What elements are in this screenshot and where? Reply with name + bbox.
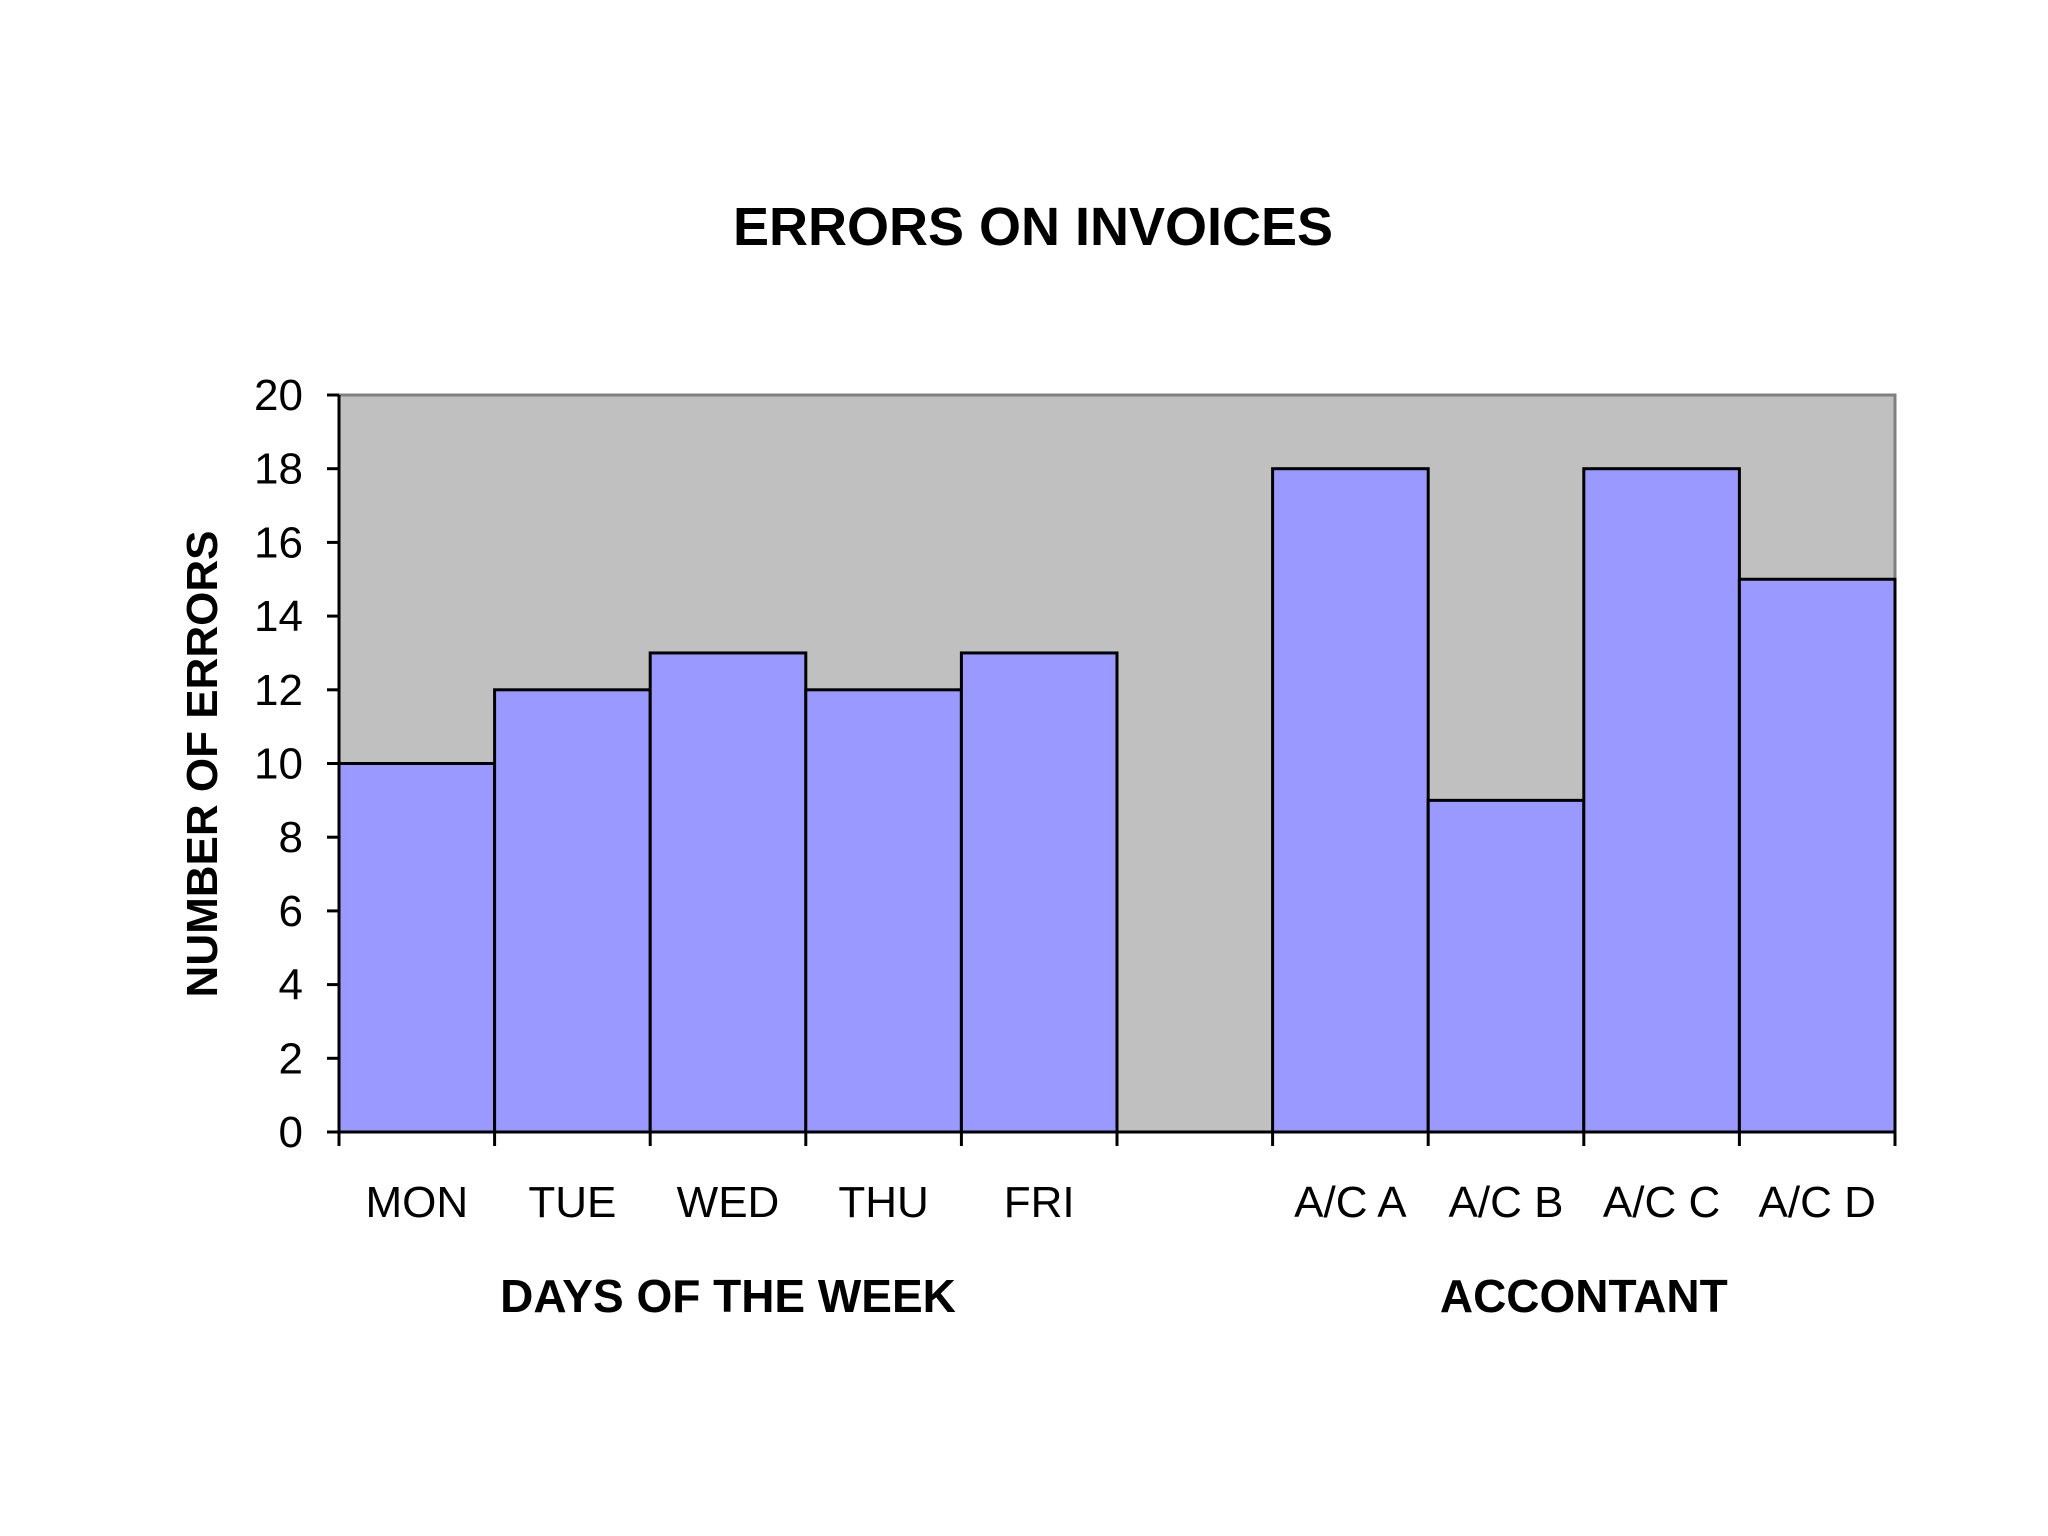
x-tick-label: A/C B	[1449, 1178, 1564, 1227]
y-tick-label: 16	[254, 518, 303, 567]
y-tick-label: 10	[254, 740, 303, 789]
x-tick-label: TUE	[528, 1178, 616, 1227]
x-tick-label: A/C A	[1294, 1178, 1407, 1227]
x-tick-label: A/C D	[1759, 1178, 1876, 1227]
group-label: ACCONTANT	[1440, 1270, 1728, 1322]
x-tick-label: WED	[677, 1178, 780, 1227]
y-tick-label: 12	[254, 666, 303, 715]
x-tick-label: A/C C	[1603, 1178, 1720, 1227]
x-tick-label: MON	[365, 1178, 468, 1227]
bar-a-c-b	[1426, 798, 1586, 1134]
bar-a-c-c	[1582, 467, 1741, 1134]
y-tick-label: 18	[254, 445, 303, 494]
y-axis-label: NUMBER OF ERRORS	[178, 531, 227, 998]
y-tick-label: 0	[279, 1108, 303, 1157]
bar-tue	[493, 688, 652, 1134]
x-tick-label: THU	[838, 1178, 928, 1227]
group-label: DAYS OF THE WEEK	[500, 1270, 956, 1322]
y-tick-label: 6	[279, 887, 303, 936]
x-tick-label: FRI	[1004, 1178, 1075, 1227]
bars	[337, 467, 1897, 1134]
y-tick-label: 20	[254, 371, 303, 420]
bar-wed	[648, 651, 808, 1134]
chart-title: ERRORS ON INVOICES	[733, 197, 1333, 257]
bar-fri	[959, 651, 1119, 1134]
bar-mon	[337, 762, 497, 1134]
bar-thu	[804, 688, 963, 1134]
y-tick-label: 8	[279, 813, 303, 862]
y-tick-label: 4	[279, 961, 303, 1010]
bar-a-c-a	[1271, 467, 1430, 1134]
bar-a-c-d	[1737, 577, 1897, 1134]
y-tick-label: 14	[254, 592, 303, 641]
axes	[327, 393, 1897, 1146]
y-tick-label: 2	[279, 1034, 303, 1083]
labels: 0 2 4 6 8 10 12 14 16 18 20 MON TUE WED THU FRI A/C A A/C…	[254, 371, 1876, 1322]
